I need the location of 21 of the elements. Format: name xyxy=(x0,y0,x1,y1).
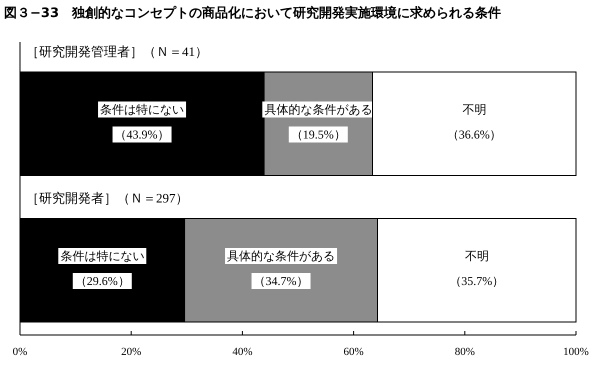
tick-label: 20% xyxy=(121,346,142,358)
data-label: （19.5%） xyxy=(290,128,346,142)
tick-label: 100% xyxy=(563,346,589,358)
data-label: （43.9%） xyxy=(114,128,170,142)
tick-label: 60% xyxy=(344,346,364,358)
data-label: （34.7%） xyxy=(254,274,309,288)
series-name: 具体的な条件がある xyxy=(264,102,372,116)
tick-label: 0% xyxy=(12,346,28,358)
series-name: 条件は特にない xyxy=(100,102,184,116)
series-name: 不明 xyxy=(464,249,489,263)
data-label: （29.6%） xyxy=(74,274,130,288)
data-label: （35.7%） xyxy=(449,274,504,288)
category-label: ［研究開発管理者］（Ｎ＝41） xyxy=(26,44,208,59)
series-name: 具体的な条件がある xyxy=(227,249,336,263)
category-label: ［研究開発者］（Ｎ＝297） xyxy=(26,190,188,206)
title: 図３−33 独創的なコンセプトの商品化において研究開発実施環境に求められる条件 xyxy=(4,6,501,21)
series-name: 条件は特にない xyxy=(60,249,144,263)
data-label: （36.6%） xyxy=(446,128,502,142)
series-name: 不明 xyxy=(462,102,486,116)
tick-label: 80% xyxy=(454,346,475,358)
tick-label: 40% xyxy=(232,346,252,358)
